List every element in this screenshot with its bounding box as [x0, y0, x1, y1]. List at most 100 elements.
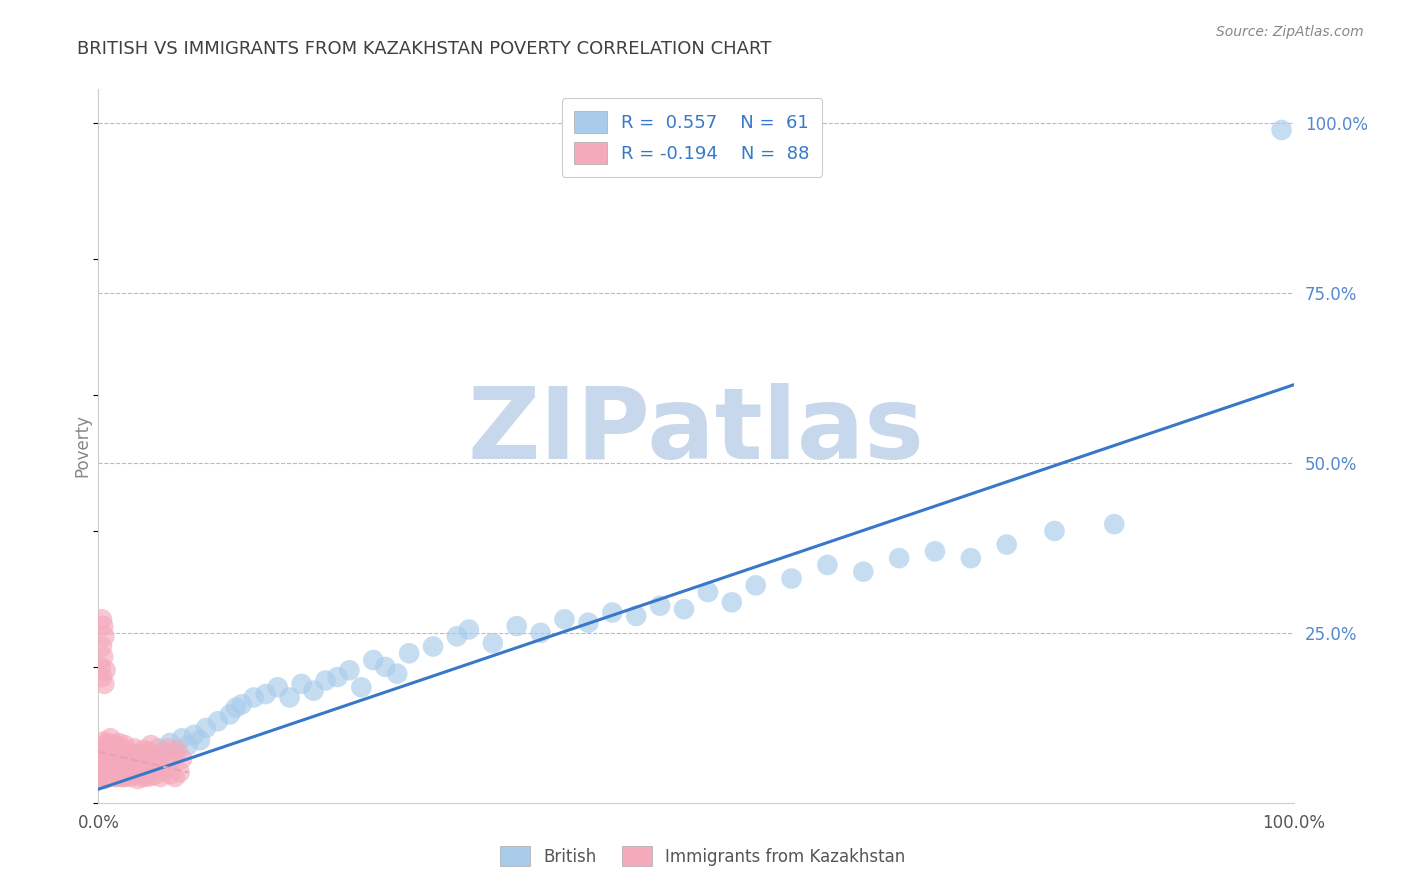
Point — [93, 763, 115, 777]
Point — [153, 745, 176, 759]
Point — [94, 663, 117, 677]
Point — [648, 599, 672, 613]
Point — [91, 770, 114, 784]
Point — [98, 765, 121, 780]
Point — [91, 619, 114, 633]
Point — [100, 763, 122, 777]
Point — [91, 612, 114, 626]
Point — [960, 551, 983, 566]
Point — [134, 767, 156, 781]
Point — [350, 680, 373, 694]
Point — [183, 728, 205, 742]
Point — [127, 772, 149, 786]
Legend: R =  0.557    N =  61, R = -0.194    N =  88: R = 0.557 N = 61, R = -0.194 N = 88 — [561, 98, 823, 177]
Text: BRITISH VS IMMIGRANTS FROM KAZAKHSTAN POVERTY CORRELATION CHART: BRITISH VS IMMIGRANTS FROM KAZAKHSTAN PO… — [77, 40, 772, 58]
Point — [125, 756, 148, 771]
Point — [124, 767, 146, 781]
Point — [149, 770, 172, 784]
Point — [107, 736, 129, 750]
Point — [120, 770, 142, 784]
Point — [97, 767, 120, 781]
Point — [108, 749, 131, 764]
Point — [115, 769, 138, 783]
Point — [93, 747, 115, 761]
Point — [112, 770, 135, 784]
Point — [91, 670, 114, 684]
Point — [156, 741, 179, 756]
Point — [132, 751, 155, 765]
Point — [163, 770, 186, 784]
Point — [107, 745, 129, 759]
Point — [302, 683, 325, 698]
Point — [128, 747, 150, 761]
Point — [91, 765, 114, 780]
Point — [231, 698, 253, 712]
Point — [129, 763, 152, 777]
Point — [100, 747, 122, 761]
Point — [1043, 524, 1066, 538]
Point — [745, 578, 768, 592]
Point — [110, 741, 132, 756]
Point — [155, 763, 177, 777]
Point — [98, 751, 121, 765]
Point — [1271, 123, 1294, 137]
Point — [131, 770, 153, 784]
Point — [98, 731, 122, 746]
Text: ZIPatlas: ZIPatlas — [468, 384, 924, 480]
Point — [91, 741, 114, 756]
Point — [446, 629, 468, 643]
Point — [188, 733, 211, 747]
Point — [148, 741, 170, 756]
Point — [117, 767, 139, 781]
Point — [118, 755, 141, 769]
Point — [995, 537, 1018, 551]
Point — [243, 690, 266, 705]
Point — [219, 707, 242, 722]
Point — [124, 758, 146, 772]
Point — [326, 670, 349, 684]
Point — [104, 762, 127, 776]
Text: Source: ZipAtlas.com: Source: ZipAtlas.com — [1216, 25, 1364, 39]
Point — [122, 765, 145, 780]
Point — [339, 663, 361, 677]
Point — [195, 721, 218, 735]
Point — [159, 736, 181, 750]
Point — [94, 738, 117, 752]
Point — [89, 772, 111, 786]
Point — [177, 738, 200, 752]
Point — [166, 743, 188, 757]
Point — [105, 751, 128, 765]
Point — [162, 749, 184, 764]
Point — [506, 619, 529, 633]
Point — [1104, 517, 1126, 532]
Point — [104, 765, 127, 780]
Point — [481, 636, 505, 650]
Point — [889, 551, 911, 566]
Point — [697, 585, 720, 599]
Point — [291, 677, 314, 691]
Point — [104, 738, 127, 752]
Point — [91, 751, 114, 765]
Point — [111, 754, 134, 768]
Point — [172, 731, 194, 746]
Point — [107, 770, 129, 784]
Point — [98, 769, 122, 783]
Point — [267, 680, 290, 694]
Point — [721, 595, 744, 609]
Point — [114, 738, 136, 752]
Point — [97, 755, 120, 769]
Point — [93, 772, 115, 786]
Point — [93, 677, 115, 691]
Point — [114, 763, 136, 777]
Point — [141, 769, 163, 783]
Point — [107, 763, 129, 777]
Point — [96, 770, 118, 784]
Point — [114, 770, 136, 784]
Point — [101, 767, 124, 781]
Point — [112, 747, 135, 761]
Point — [90, 660, 112, 674]
Point — [121, 749, 143, 764]
Point — [128, 748, 150, 763]
Point — [98, 769, 122, 783]
Point — [139, 763, 162, 777]
